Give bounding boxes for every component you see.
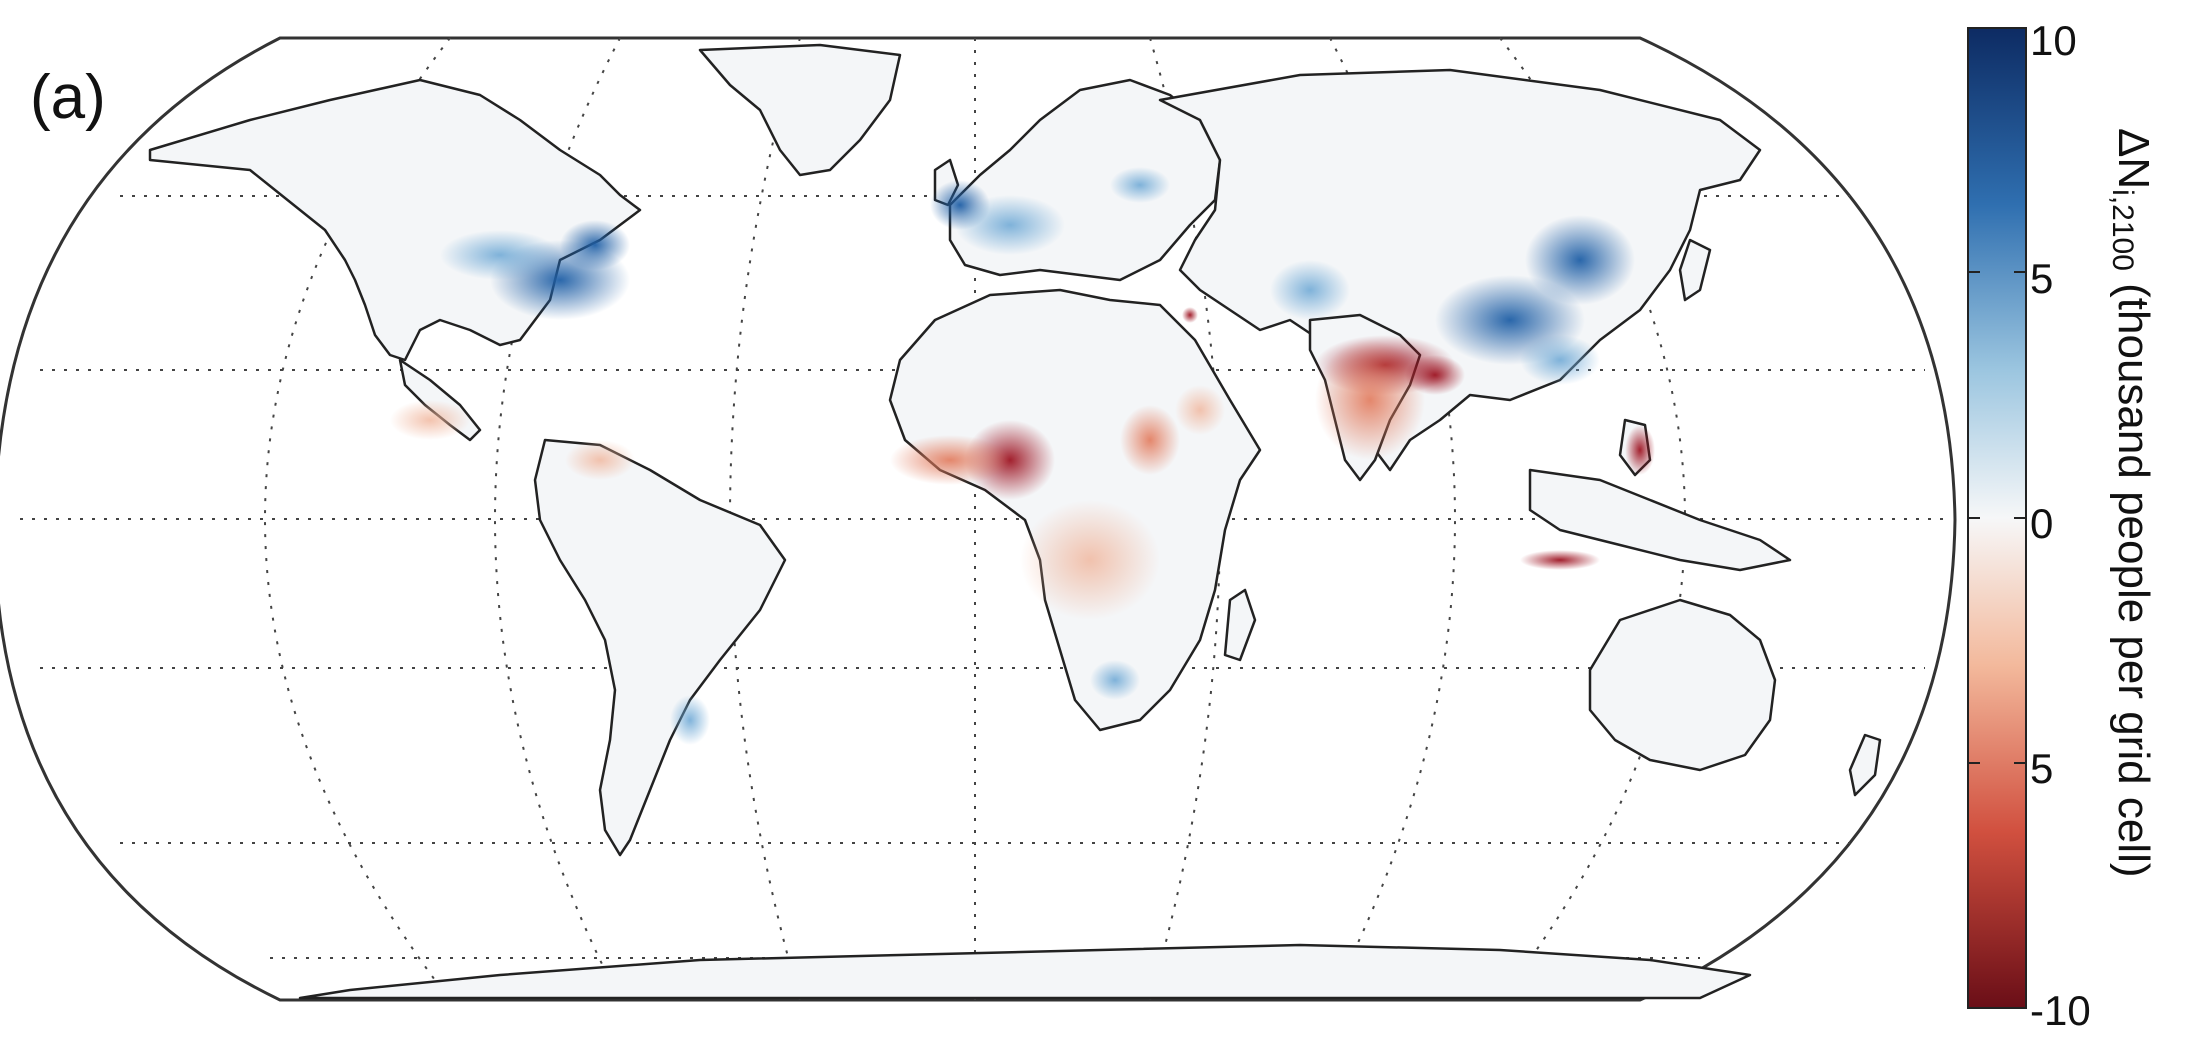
colorbar-title-units: (thousand people per grid cell)	[2109, 270, 2158, 878]
decrease-central-africa	[1020, 500, 1160, 620]
decrease-west-africa	[890, 435, 1010, 485]
colorbar-tick-label: 5	[2030, 255, 2054, 302]
asia	[1158, 68, 1762, 472]
decrease-india	[1315, 340, 1425, 460]
decrease-indonesia	[1520, 550, 1600, 570]
colorbar-title-symbol: ΔN	[2109, 128, 2158, 190]
colorbar-tick-label: 10	[2030, 17, 2077, 64]
southeast-asia	[1528, 468, 1792, 572]
decrease-philippines	[1625, 425, 1655, 475]
colorbar-title-subscript: i,2100	[2106, 189, 2139, 271]
increase-us-northeast	[560, 220, 630, 270]
australia	[1588, 598, 1777, 772]
new-zealand	[1848, 733, 1882, 797]
colorbar	[1967, 27, 2027, 1009]
decrease-central-america	[390, 400, 470, 440]
increase-argentina	[670, 695, 710, 745]
increase-china-north	[1525, 215, 1635, 305]
decrease-east-africa	[1120, 405, 1180, 475]
increase-russia	[1110, 167, 1170, 203]
decrease-ethiopia	[1175, 385, 1225, 435]
japan	[1678, 238, 1712, 302]
increase-south-africa	[1090, 660, 1140, 700]
population-change-overlay	[390, 167, 1655, 745]
colorbar-title: ΔNi,2100 (thousand people per grid cell)	[2106, 128, 2158, 878]
colorbar-tick-label: 0	[2030, 500, 2054, 547]
madagascar	[1223, 588, 1257, 662]
colorbar-tick-label: 5	[2030, 745, 2054, 792]
continents	[148, 43, 1882, 1000]
increase-middle-east	[1270, 260, 1350, 320]
panel-label: (a)	[30, 63, 106, 132]
increase-china-south	[1520, 335, 1600, 385]
south-america	[533, 438, 787, 857]
increase-europe-central	[955, 195, 1065, 255]
decrease-egypt	[1182, 307, 1198, 323]
colorbar-tick-label: -10	[2030, 987, 2091, 1034]
decrease-colombia	[565, 440, 635, 480]
antarctica	[298, 943, 1752, 1000]
increase-us-central	[440, 230, 560, 280]
decrease-bangladesh	[1405, 355, 1465, 395]
greenland	[698, 43, 902, 177]
